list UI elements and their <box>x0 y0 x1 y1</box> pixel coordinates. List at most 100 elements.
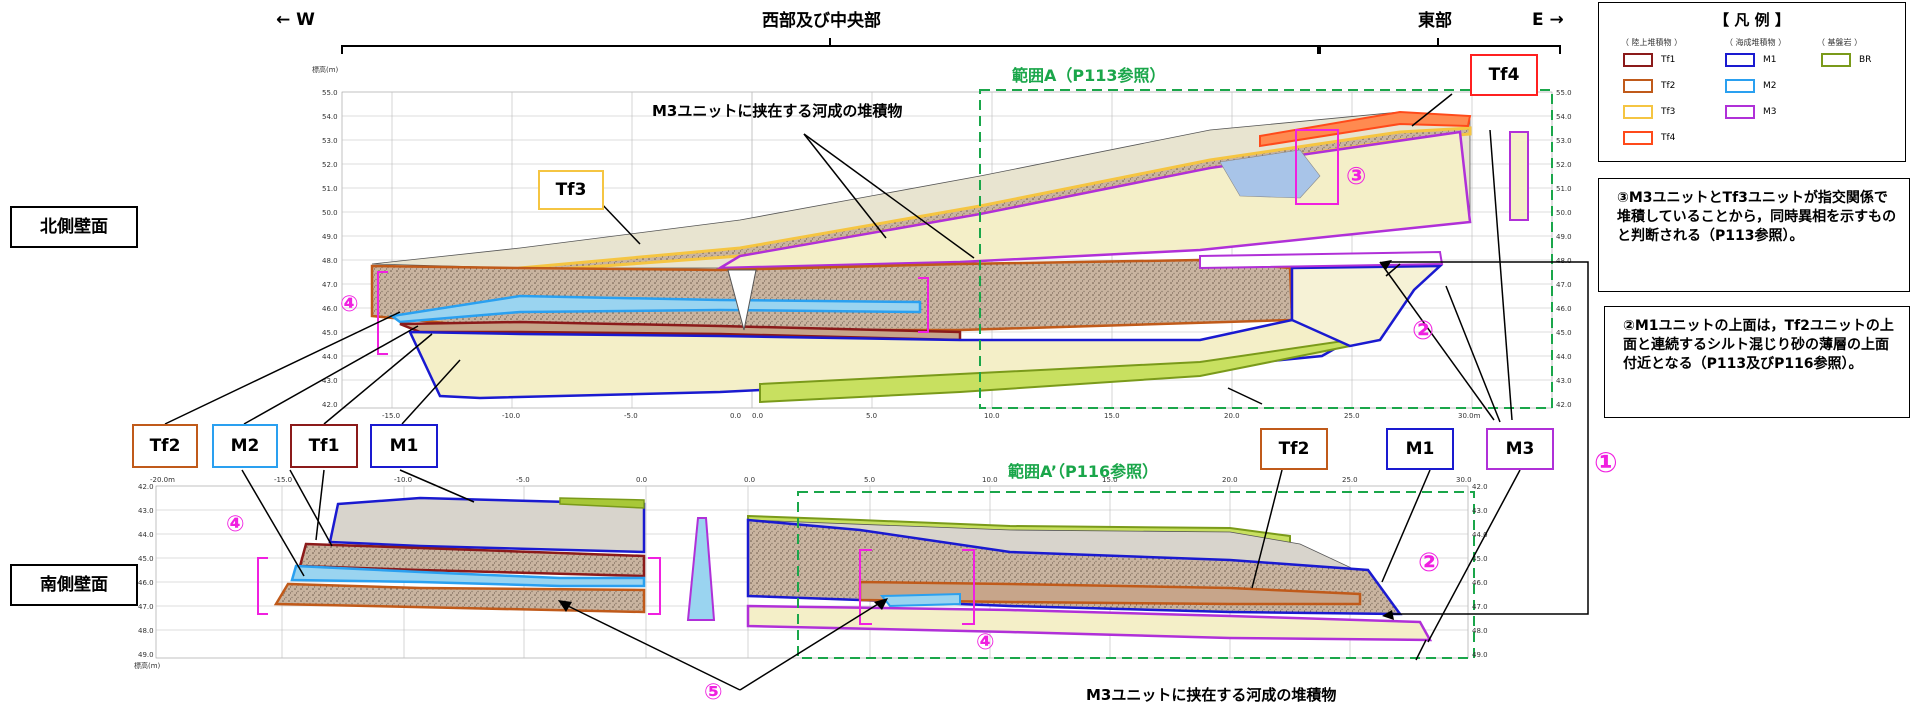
svg-text:50.0: 50.0 <box>322 209 338 217</box>
south-west-br <box>559 497 645 509</box>
svg-text:10.0: 10.0 <box>982 476 998 484</box>
south-wall-label: 南側壁面 <box>10 564 138 606</box>
legend-label-tf2: Tf2 <box>1661 81 1676 91</box>
svg-text:43.0: 43.0 <box>322 377 338 385</box>
range-a-label: 範囲A（P113参照） <box>1012 66 1166 85</box>
marker-4-bottom-mid: ④ <box>976 630 995 655</box>
svg-text:49.0: 49.0 <box>322 233 338 241</box>
svg-text:49.0: 49.0 <box>1472 651 1488 659</box>
svg-text:10.0: 10.0 <box>984 412 1000 420</box>
svg-text:51.0: 51.0 <box>1556 185 1572 193</box>
svg-text:45.0: 45.0 <box>1472 555 1488 563</box>
magenta-brackets <box>257 129 1339 625</box>
svg-text:-10.0: -10.0 <box>502 412 520 420</box>
legend-label-tf1: Tf1 <box>1661 55 1676 65</box>
range-a-box <box>979 89 1553 409</box>
svg-text:-5.0: -5.0 <box>516 476 530 484</box>
south-axis-right: 42.0 43.0 44.0 45.0 46.0 47.0 48.0 49.0 <box>1472 483 1488 659</box>
south-east-m3-base <box>746 604 1433 642</box>
marker-4-top: ④ <box>340 292 359 317</box>
svg-text:-5.0: -5.0 <box>624 412 638 420</box>
legend-label-m1: M1 <box>1763 55 1777 65</box>
svg-text:30.0m: 30.0m <box>1458 412 1481 420</box>
tag-m1-left: M1 <box>370 424 438 468</box>
svg-text:43.0: 43.0 <box>1556 377 1572 385</box>
north-gap-triangle <box>727 269 757 331</box>
south-west-m2 <box>290 564 646 588</box>
legend-group-terrestrial: （ 陸上堆積物 ） <box>1621 38 1683 47</box>
legend-swatch-m1 <box>1725 53 1755 67</box>
svg-text:43.0: 43.0 <box>1472 507 1488 515</box>
east-direction-label: E → <box>1532 10 1564 30</box>
svg-text:42.0: 42.0 <box>138 483 154 491</box>
legend-swatch-tf4 <box>1623 131 1653 145</box>
marker-1: ① <box>1594 446 1618 479</box>
north-axis-bottom: -15.0 -10.0 -5.0 0.0 0.0 5.0 10.0 15.0 2… <box>382 412 1481 420</box>
north-tf4-band <box>1259 110 1472 148</box>
svg-text:47.0: 47.0 <box>1472 603 1488 611</box>
svg-text:48.0: 48.0 <box>138 627 154 635</box>
svg-text:20.0: 20.0 <box>1224 412 1240 420</box>
north-m3-top-outline <box>715 130 1472 270</box>
legend-swatch-tf2 <box>1623 79 1653 93</box>
legend-label-m3: M3 <box>1763 107 1777 117</box>
svg-text:45.0: 45.0 <box>1556 329 1572 337</box>
svg-text:48.0: 48.0 <box>322 257 338 265</box>
svg-text:52.0: 52.0 <box>322 161 338 169</box>
tag-tf3: Tf3 <box>538 170 604 210</box>
west-central-label: 西部及び中央部 <box>762 11 881 31</box>
legend-label-tf4: Tf4 <box>1661 133 1676 143</box>
marker-3: ③ <box>1346 162 1367 190</box>
south-west-triangle <box>686 517 716 621</box>
svg-text:42.0: 42.0 <box>322 401 338 409</box>
svg-text:-20.0m: -20.0m <box>150 476 175 484</box>
svg-text:51.0: 51.0 <box>322 185 338 193</box>
fluvial-annotation-bottom: M3ユニットに挟在する河成の堆積物 <box>1086 686 1337 704</box>
leader-lines <box>164 93 1589 691</box>
north-east-m3-band <box>1199 250 1444 270</box>
marker-2-top: ② <box>1412 316 1435 346</box>
legend-swatch-tf3 <box>1623 105 1653 119</box>
north-lower-tf-upper <box>370 258 1294 332</box>
svg-text:0.0: 0.0 <box>636 476 647 484</box>
svg-text:45.0: 45.0 <box>322 329 338 337</box>
svg-text:43.0: 43.0 <box>138 507 154 515</box>
tag-tf2-left: Tf2 <box>132 424 198 468</box>
legend-label-br: BR <box>1859 55 1872 65</box>
range-a-prime-box <box>797 491 1475 659</box>
north-lower-m2 <box>388 294 922 324</box>
fluvial-annotation-top: M3ユニットに挟在する河成の堆積物 <box>652 102 903 120</box>
north-axis-left: 標高(m) 55.0 54.0 53.0 52.0 51.0 50.0 49.0… <box>312 65 339 409</box>
svg-text:44.0: 44.0 <box>138 531 154 539</box>
north-east-m1 <box>1290 264 1444 348</box>
svg-text:47.0: 47.0 <box>322 281 338 289</box>
svg-text:47.0: 47.0 <box>1556 281 1572 289</box>
svg-text:5.0: 5.0 <box>866 412 877 420</box>
north-east-column <box>1509 131 1529 221</box>
marker-2-bottom: ② <box>1418 548 1441 578</box>
legend-label-tf3: Tf3 <box>1661 107 1676 117</box>
svg-text:49.0: 49.0 <box>1556 233 1572 241</box>
svg-text:48.0: 48.0 <box>1556 257 1572 265</box>
leader-arrowheads <box>558 260 1394 620</box>
note-3: ③M3ユニットとTf3ユニットが指交関係で堆積していることから，同時異相を示すも… <box>1598 178 1910 292</box>
range-a-prime-label: 範囲A’（P116参照） <box>1008 462 1159 481</box>
legend-swatch-tf1 <box>1623 53 1653 67</box>
svg-text:46.0: 46.0 <box>138 579 154 587</box>
marker-4-bottom-left: ④ <box>226 512 245 537</box>
tag-m3: M3 <box>1486 428 1554 470</box>
svg-text:15.0: 15.0 <box>1102 476 1118 484</box>
svg-text:47.0: 47.0 <box>138 603 154 611</box>
svg-text:44.0: 44.0 <box>1556 353 1572 361</box>
svg-text:44.0: 44.0 <box>322 353 338 361</box>
legend: 【 凡 例 】 （ 陸上堆積物 ） （ 海成堆積物 ） （ 基盤岩 ） Tf1 … <box>1598 2 1906 162</box>
svg-text:44.0: 44.0 <box>1472 531 1488 539</box>
svg-text:54.0: 54.0 <box>1556 113 1572 121</box>
svg-text:45.0: 45.0 <box>138 555 154 563</box>
legend-group-marine: （ 海成堆積物 ） <box>1725 38 1787 47</box>
west-direction-label: ← W <box>276 10 315 30</box>
svg-text:54.0: 54.0 <box>322 113 338 121</box>
svg-text:46.0: 46.0 <box>1556 305 1572 313</box>
svg-text:46.0: 46.0 <box>322 305 338 313</box>
svg-text:-15.0: -15.0 <box>382 412 400 420</box>
